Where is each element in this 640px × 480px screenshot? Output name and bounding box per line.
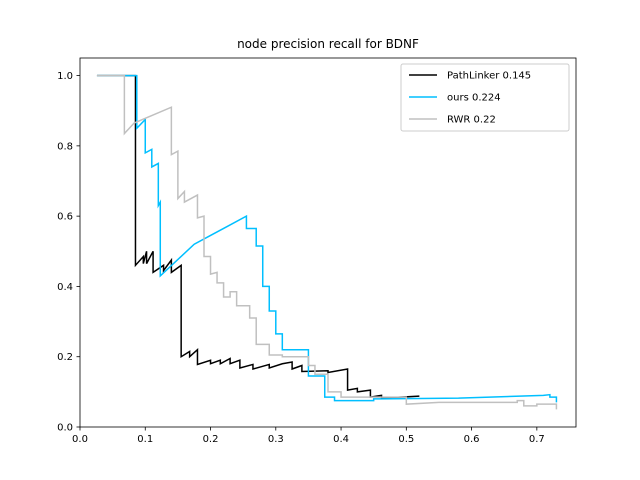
y-tick-label: 0.0 xyxy=(57,423,73,434)
x-tick-label: 0.1 xyxy=(137,434,153,445)
x-tick-label: 0.6 xyxy=(464,434,480,445)
legend-label-1: ours 0.224 xyxy=(447,93,501,104)
series-line-0 xyxy=(96,74,420,399)
plot-area xyxy=(79,57,577,428)
legend-label-0: PathLinker 0.145 xyxy=(447,71,531,82)
axis-ticks: 0.0 0.1 0.2 0.3 0.4 0.5 0.6 0.7 0.0 0.2 0.4 0.6 0.8 1… xyxy=(57,71,545,445)
axes-frame xyxy=(79,57,577,428)
x-tick-label: 0.2 xyxy=(203,434,219,445)
x-tick-label: 0.3 xyxy=(268,434,284,445)
x-tick-label: 0.4 xyxy=(333,434,349,445)
chart-title: node precision recall for BDNF xyxy=(237,37,419,51)
y-tick-label: 0.4 xyxy=(57,282,73,293)
series-line-2 xyxy=(96,74,558,410)
legend: PathLinker 0.145 ours 0.224 RWR 0.22 xyxy=(400,63,570,132)
legend-box xyxy=(400,63,570,132)
y-tick-label: 0.2 xyxy=(57,352,73,363)
series-line-1 xyxy=(96,74,558,403)
y-tick-label: 0.8 xyxy=(57,141,73,152)
x-tick-label: 0.0 xyxy=(72,434,88,445)
y-tick-label: 1.0 xyxy=(57,71,73,82)
y-tick-label: 0.6 xyxy=(57,212,73,223)
x-tick-label: 0.7 xyxy=(529,434,545,445)
x-tick-label: 0.5 xyxy=(398,434,414,445)
legend-label-2: RWR 0.22 xyxy=(447,115,496,126)
